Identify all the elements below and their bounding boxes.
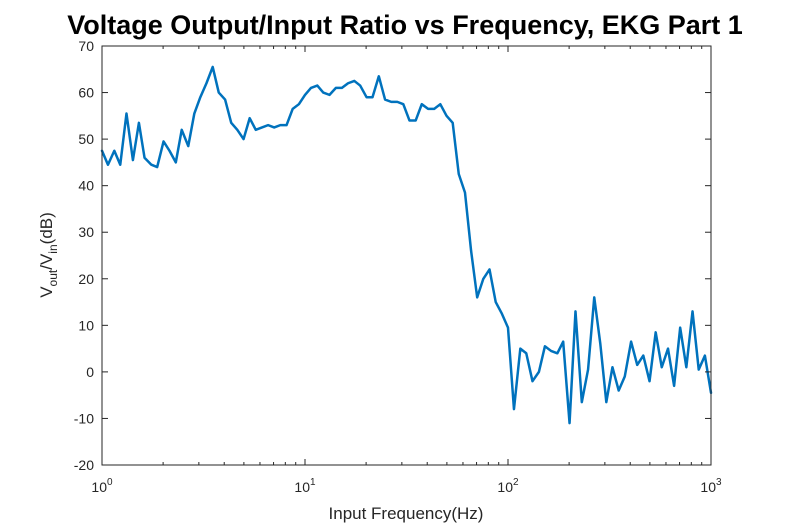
y-tick-label: 20 [78, 271, 94, 287]
x-tick-exponent: 2 [513, 477, 519, 488]
x-tick-exponent: 0 [107, 477, 113, 488]
x-tick-base: 10 [497, 479, 513, 495]
y-label-suffix: (dB) [37, 212, 56, 244]
y-label-prefix: V [37, 286, 56, 298]
y-axis-label: Vout/Vin(dB) [37, 212, 60, 298]
y-label-sub-in: in [46, 244, 60, 253]
x-tick-label: 102 [497, 477, 519, 495]
x-axis: 100 101 102 103 [91, 46, 722, 495]
x-tick-exponent: 1 [310, 477, 316, 488]
y-label-mid: /V [37, 253, 56, 270]
x-tick-base: 10 [700, 479, 716, 495]
x-tick-label: 100 [91, 477, 113, 495]
x-tick-exponent: 3 [716, 477, 722, 488]
y-tick-label: 0 [86, 364, 94, 380]
axes-box [101, 45, 712, 466]
y-tick-label: 40 [78, 178, 94, 194]
x-tick-base: 10 [91, 479, 107, 495]
y-tick-label: -20 [74, 457, 94, 473]
y-tick-label: 70 [78, 38, 94, 54]
series-line [100, 65, 713, 425]
y-label-sub-out: out [46, 269, 60, 286]
y-tick-label: 30 [78, 224, 94, 240]
y-axis: -20 -10 0 10 20 30 40 50 60 70 [74, 38, 711, 473]
y-tick-label: 60 [78, 85, 94, 101]
y-tick-label: -10 [74, 410, 94, 426]
chart-title: Voltage Output/Input Ratio vs Frequency,… [67, 10, 743, 40]
y-tick-label: 10 [78, 317, 94, 333]
y-tick-label: 50 [78, 131, 94, 147]
x-axis-label: Input Frequency(Hz) [329, 504, 484, 523]
x-tick-base: 10 [294, 479, 310, 495]
x-tick-label: 103 [700, 477, 722, 495]
x-tick-label: 101 [294, 477, 316, 495]
